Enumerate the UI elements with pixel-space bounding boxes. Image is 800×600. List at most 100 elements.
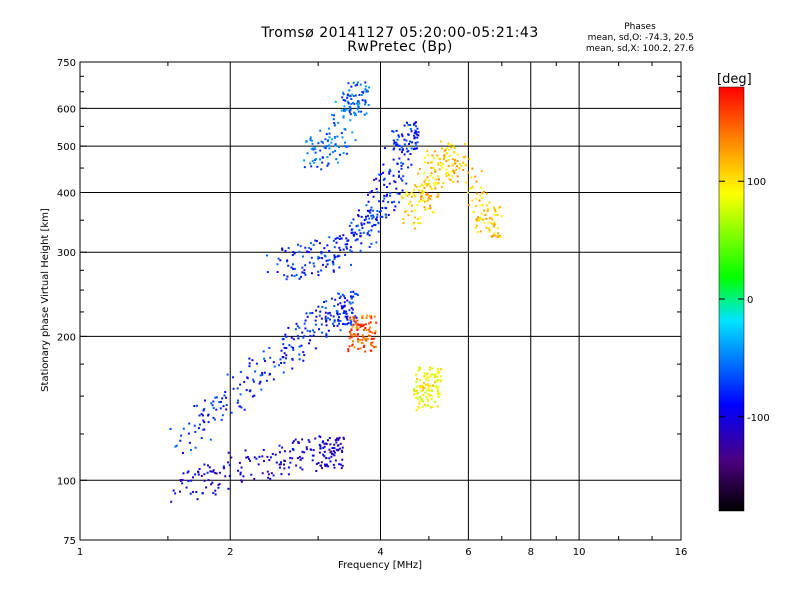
data-point [337,438,340,441]
data-point [310,448,313,451]
data-point [452,169,455,172]
data-point [492,206,495,209]
data-point [332,269,335,272]
data-point [405,139,408,142]
data-point [366,221,369,224]
data-point [306,152,309,155]
data-point [354,333,357,336]
data-point [373,315,376,318]
data-point [278,444,281,447]
data-point [431,384,434,387]
data-point [415,185,418,188]
data-point [280,362,283,365]
data-point [347,350,350,353]
data-point [336,312,339,315]
data-point [342,234,345,237]
data-point [423,403,426,406]
data-point [218,482,221,485]
data-point [354,84,357,87]
data-point [429,197,432,200]
data-point [238,405,241,408]
data-point [497,232,500,235]
data-point [343,297,346,300]
data-point [263,371,266,374]
data-point [415,130,418,133]
data-point [426,200,429,203]
data-point [378,210,381,213]
data-point [344,145,347,148]
data-point [362,336,365,339]
data-point [263,359,266,362]
data-point [419,222,422,225]
data-point [388,194,391,197]
data-point [421,189,424,192]
data-point [333,136,336,139]
data-point [421,405,424,408]
data-point [420,199,423,202]
data-point [370,229,373,232]
data-point [314,239,317,242]
data-point [429,166,432,169]
data-point [215,472,218,475]
data-point [349,316,352,319]
data-point [255,457,258,460]
data-point [325,457,328,460]
data-point [337,318,340,321]
data-point [418,385,421,388]
data-point [330,455,333,458]
data-point [462,168,465,171]
data-point [413,387,416,390]
data-point [344,312,347,315]
data-point [430,397,433,400]
data-point [361,315,364,318]
data-point [372,223,375,226]
data-point [420,183,423,186]
data-point [382,200,385,203]
data-point [294,267,297,270]
data-point [306,329,309,332]
data-point [328,311,331,314]
data-point [301,266,304,269]
data-point [278,463,281,466]
data-point [236,401,239,404]
data-point [328,258,331,261]
data-point [367,200,370,203]
data-point [357,340,360,343]
data-point [283,467,286,470]
data-point [351,228,354,231]
data-point [474,175,477,178]
data-point [290,336,293,339]
data-point [187,470,190,473]
data-point [304,273,307,276]
data-point [210,470,213,473]
data-point [387,213,390,216]
data-point [330,450,333,453]
data-point [359,232,362,235]
data-point [212,407,215,410]
data-point [309,162,312,165]
data-point [436,195,439,198]
data-point [315,315,318,318]
data-point [349,319,352,322]
data-point [248,459,251,462]
data-point [443,155,446,158]
data-point [212,416,215,419]
data-point [499,234,502,237]
data-point [434,170,437,173]
data-point [351,93,354,96]
data-point [332,463,335,466]
data-point [298,353,301,356]
data-point [436,405,439,408]
data-point [331,446,334,449]
data-point [268,459,271,462]
data-point [304,319,307,322]
data-point [445,152,448,155]
data-point [449,178,452,181]
data-point [484,214,487,217]
data-point [333,121,336,124]
data-point [419,386,422,389]
data-point [379,215,382,218]
data-point [306,315,309,318]
data-point [462,161,465,164]
data-point [426,184,429,187]
